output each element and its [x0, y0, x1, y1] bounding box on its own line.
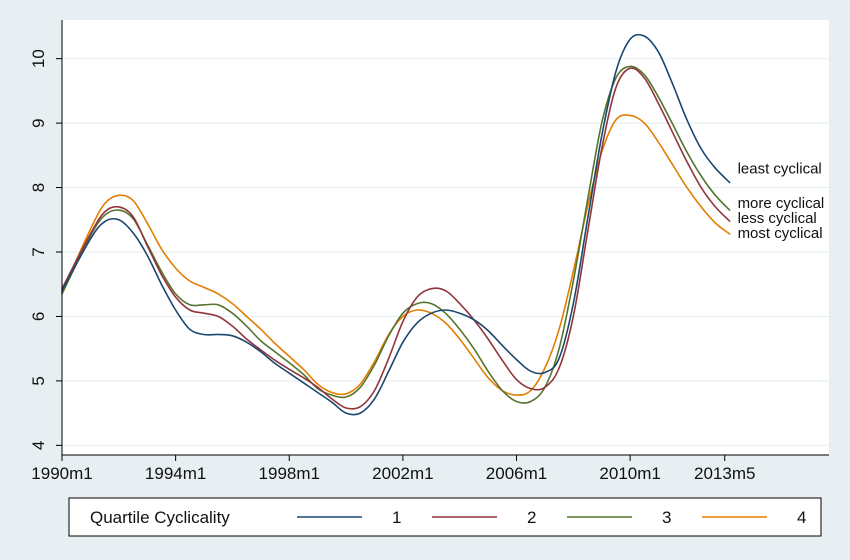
series-line-4: [61, 114, 731, 396]
x-tick-label-1: 1994m1: [145, 464, 206, 483]
series-line-2: [61, 67, 731, 410]
legend-label-2: 2: [527, 508, 536, 527]
x-tick-label-6: 2013m5: [694, 464, 755, 483]
legend-label-4: 4: [797, 508, 806, 527]
axes: [61, 20, 829, 456]
x-tick-label-0: 1990m1: [31, 464, 92, 483]
end-label-series-3: more cyclical: [738, 195, 825, 212]
series-lines: [61, 33, 731, 416]
x-tick-label-3: 2002m1: [372, 464, 433, 483]
gridlines: [62, 58, 829, 446]
plot-area: [62, 20, 829, 455]
legend-items: 1 2 3 4: [297, 508, 806, 527]
y-tick-label-2: 6: [29, 312, 48, 321]
end-label-series-1: least cyclical: [738, 160, 822, 177]
y-tick-label-0: 4: [29, 441, 48, 450]
legend-title: Quartile Cyclicality: [90, 508, 230, 527]
end-label-series-4: most cyclical: [738, 225, 823, 242]
y-tick-label-6: 10: [29, 49, 48, 68]
series-line-1: [61, 33, 731, 416]
legend: Quartile Cyclicality 1 2 3 4: [68, 497, 822, 537]
legend-label-3: 3: [662, 508, 671, 527]
legend-box: [68, 497, 822, 537]
series-line-3: [61, 65, 731, 404]
y-tick-label-4: 8: [29, 183, 48, 192]
y-axis-ticks: 4 5 6 7 8 9 10: [29, 49, 62, 450]
y-tick-label-1: 5: [29, 376, 48, 385]
x-tick-label-5: 2010m1: [599, 464, 660, 483]
x-axis-ticks: 1990m1 1994m1 1998m1 2002m1 2006m1 2010m1 2013…: [31, 455, 755, 483]
y-tick-label-5: 9: [29, 118, 48, 127]
legend-label-1: 1: [392, 508, 401, 527]
x-tick-label-2: 1998m1: [259, 464, 320, 483]
y-tick-label-3: 7: [29, 247, 48, 256]
x-tick-label-4: 2006m1: [486, 464, 547, 483]
end-label-series-2: less cyclical: [738, 210, 817, 227]
